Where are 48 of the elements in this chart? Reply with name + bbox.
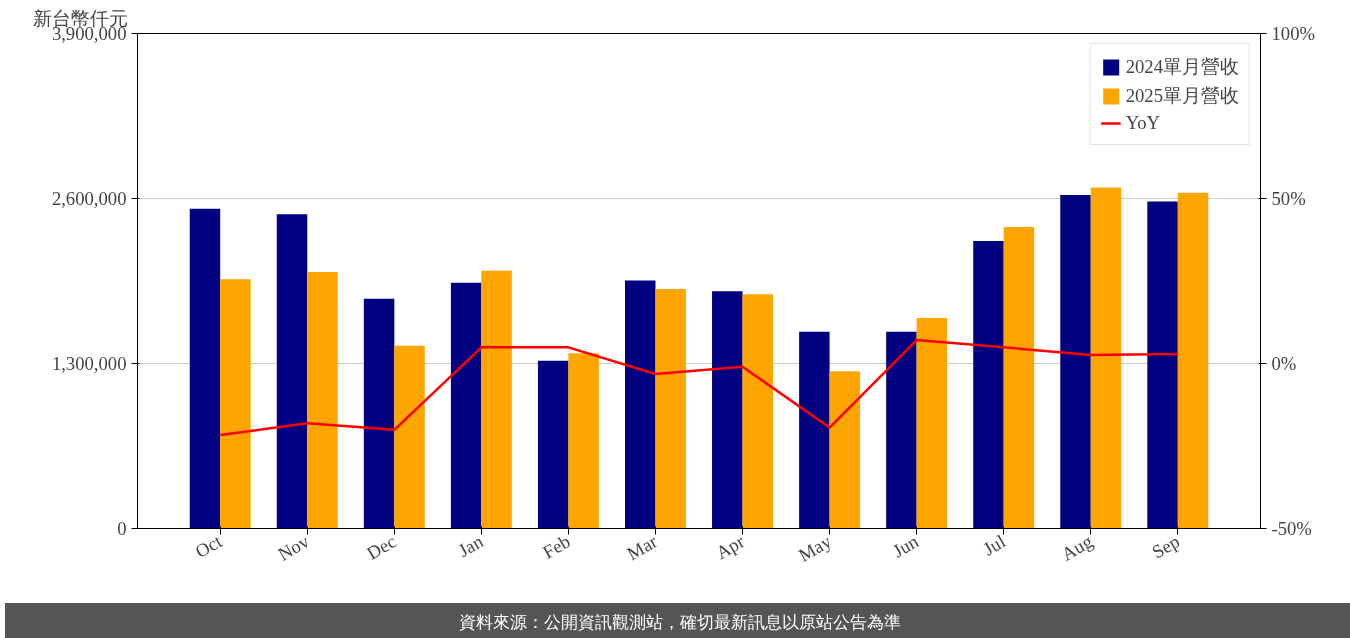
x-tick-label: Apr (712, 530, 749, 564)
bar (1003, 227, 1035, 529)
bar (1090, 187, 1122, 529)
bar (568, 353, 599, 529)
bar (625, 280, 656, 529)
x-tick-label: Jan (454, 530, 488, 562)
bar (189, 208, 221, 529)
bar (973, 240, 1004, 529)
bar (307, 272, 338, 529)
x-tick-label: May (794, 530, 836, 566)
bar (1060, 194, 1091, 529)
line-series (218, 338, 1180, 437)
bar (742, 294, 773, 529)
source-note: 資料來源：公開資訊觀測站，確切最新訊息以原站公告為準 (459, 611, 901, 634)
bar (481, 270, 512, 529)
x-tick-label: Sep (1148, 530, 1184, 563)
x-tick-label: Oct (191, 530, 227, 563)
bar (220, 279, 251, 529)
x-tick-label: Jul (979, 530, 1009, 560)
bar (886, 331, 917, 529)
y-tick-label: 0 (117, 518, 127, 539)
x-tick-label: Mar (623, 530, 662, 565)
bar (276, 214, 308, 529)
bar (1147, 201, 1178, 529)
bar (712, 291, 743, 529)
x-tick-label: Nov (274, 530, 314, 565)
legend-label: 2024單月營收 (1125, 55, 1239, 79)
bar (1177, 192, 1209, 529)
legend-label: YoY (1125, 112, 1161, 134)
bar (450, 282, 482, 529)
y2-tick-label: 50% (1271, 188, 1306, 209)
x-tick-label: Aug (1057, 530, 1096, 565)
bar (394, 345, 425, 529)
x-tick-label: Dec (363, 530, 400, 564)
y2-tick-label: 0% (1271, 353, 1297, 374)
y-tick-label: 2,600,000 (51, 188, 127, 209)
bar (537, 360, 569, 529)
bar (655, 289, 686, 529)
bar (363, 298, 395, 529)
y2-tick-label: 100% (1271, 23, 1316, 44)
legend-label: 2025單月營收 (1125, 84, 1239, 108)
bar (799, 331, 830, 529)
bar (829, 371, 861, 529)
x-tick-label: Jun (888, 530, 923, 562)
y-tick-label: 1,300,000 (51, 353, 127, 374)
bar (916, 317, 948, 529)
y2-tick-label: -50% (1271, 518, 1312, 539)
x-tick-label: Feb (538, 530, 574, 563)
